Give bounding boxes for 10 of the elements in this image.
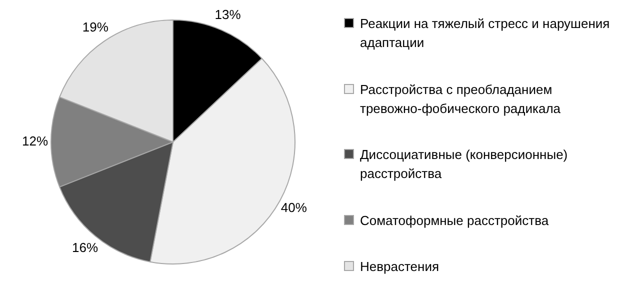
data-label: 40% — [280, 200, 308, 216]
legend-label: Диссоциативные (конверсионные) расстройства — [360, 146, 569, 183]
data-label: 13% — [214, 6, 242, 22]
legend-label: Реакции на тяжелый стресс и нарушения адаптации — [360, 15, 611, 52]
legend-label: Неврастения — [360, 258, 440, 276]
data-label: 19% — [82, 19, 109, 34]
legend-label: Расстройства с преобладанием тревожно-фобического радикала — [360, 80, 562, 118]
data-label: 16% — [72, 240, 98, 255]
data-label: 12% — [22, 134, 48, 149]
legend-label: Соматоформные расстройства — [360, 212, 549, 230]
